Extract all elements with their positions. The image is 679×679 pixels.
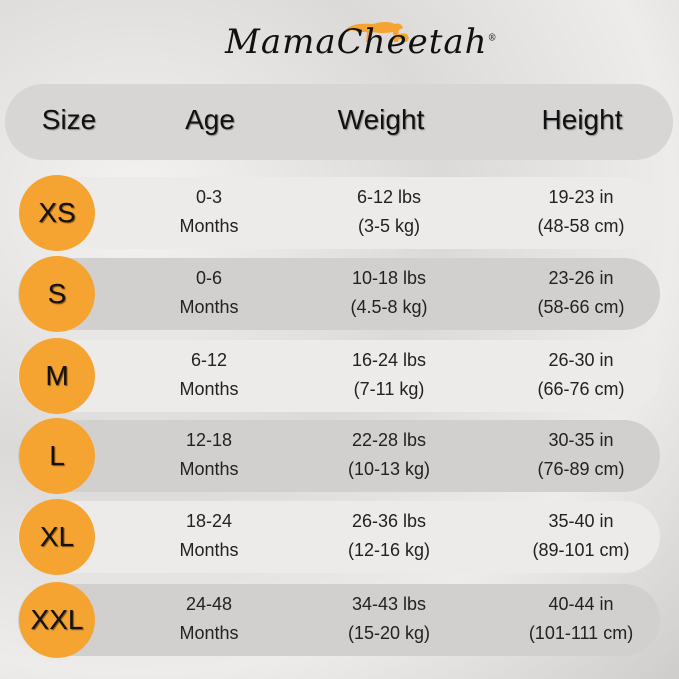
height-cell: 26-30 in (66-76 cm) xyxy=(496,346,666,404)
height-cm: (58-66 cm) xyxy=(537,297,625,317)
height-cell: 40-44 in (101-111 cm) xyxy=(496,590,666,648)
height-in: 40-44 in xyxy=(548,594,614,614)
size-badge: XL xyxy=(19,499,95,575)
age-cell: 0-6 Months xyxy=(124,264,294,322)
weight-kg: (12-16 kg) xyxy=(347,540,431,560)
size-badge: XXL xyxy=(19,582,95,658)
age-unit: Months xyxy=(179,297,239,317)
age-range: 18-24 xyxy=(185,511,233,531)
height-cm: (66-76 cm) xyxy=(537,379,625,399)
age-cell: 0-3 Months xyxy=(124,183,294,241)
height-cm: (89-101 cm) xyxy=(532,540,630,560)
weight-cell: 6-12 lbs (3-5 kg) xyxy=(304,183,474,241)
age-range: 6-12 xyxy=(190,350,228,370)
weight-cell: 22-28 lbs (10-13 kg) xyxy=(304,426,474,484)
weight-kg: (7-11 kg) xyxy=(353,379,425,399)
header-age: Age xyxy=(185,104,235,135)
size-badge: S xyxy=(19,256,95,332)
age-cell: 12-18 Months xyxy=(124,426,294,484)
height-cell: 35-40 in (89-101 cm) xyxy=(496,507,666,565)
table-row: 18-24 Months 26-36 lbs (12-16 kg) 35-40 in… xyxy=(18,501,660,573)
weight-lbs: 16-24 lbs xyxy=(351,350,427,370)
registered-mark: ® xyxy=(487,33,498,44)
table-header: Size Age Weight Height xyxy=(5,84,673,160)
height-cell: 30-35 in (76-89 cm) xyxy=(496,426,666,484)
weight-kg: (15-20 kg) xyxy=(347,623,431,643)
age-cell: 6-12 Months xyxy=(124,346,294,404)
weight-lbs: 34-43 lbs xyxy=(351,594,427,614)
age-cell: 24-48 Months xyxy=(124,590,294,648)
table-row: 6-12 Months 16-24 lbs (7-11 kg) 26-30 in (6… xyxy=(18,340,660,412)
weight-cell: 26-36 lbs (12-16 kg) xyxy=(304,507,474,565)
height-cell: 19-23 in (48-58 cm) xyxy=(496,183,666,241)
weight-kg: (10-13 kg) xyxy=(347,459,431,479)
weight-cell: 34-43 lbs (15-20 kg) xyxy=(304,590,474,648)
table-row: 0-6 Months 10-18 lbs (4.5-8 kg) 23-26 in (5… xyxy=(18,258,660,330)
age-range: 0-6 xyxy=(195,268,222,288)
header-weight: Weight xyxy=(337,104,425,135)
brand-name: MamaCheetah xyxy=(225,22,488,62)
table-row: 0-3 Months 6-12 lbs (3-5 kg) 19-23 in (48-5… xyxy=(18,177,660,249)
size-badge: XS xyxy=(19,175,95,251)
table-row: 12-18 Months 22-28 lbs (10-13 kg) 30-35 in… xyxy=(18,420,660,492)
height-in: 19-23 in xyxy=(548,187,614,207)
table-row: 24-48 Months 34-43 lbs (15-20 kg) 40-44 in… xyxy=(18,584,660,656)
age-unit: Months xyxy=(179,459,239,479)
weight-lbs: 26-36 lbs xyxy=(351,511,427,531)
age-unit: Months xyxy=(179,216,239,236)
header-size: Size xyxy=(41,104,97,135)
age-range: 24-48 xyxy=(185,594,233,614)
height-cm: (101-111 cm) xyxy=(528,623,634,643)
weight-lbs: 22-28 lbs xyxy=(351,430,427,450)
height-in: 23-26 in xyxy=(548,268,614,288)
age-range: 0-3 xyxy=(195,187,222,207)
height-in: 35-40 in xyxy=(548,511,614,531)
height-cell: 23-26 in (58-66 cm) xyxy=(496,264,666,322)
size-badge: M xyxy=(19,338,95,414)
age-unit: Months xyxy=(179,623,239,643)
height-cm: (76-89 cm) xyxy=(537,459,625,479)
age-range: 12-18 xyxy=(185,430,233,450)
header-height: Height xyxy=(541,104,623,135)
weight-kg: (3-5 kg) xyxy=(357,216,420,236)
size-badge: L xyxy=(19,418,95,494)
weight-cell: 16-24 lbs (7-11 kg) xyxy=(304,346,474,404)
height-in: 26-30 in xyxy=(548,350,614,370)
cheetah-icon xyxy=(345,22,409,42)
height-in: 30-35 in xyxy=(548,430,614,450)
weight-lbs: 10-18 lbs xyxy=(351,268,427,288)
height-cm: (48-58 cm) xyxy=(537,216,625,236)
age-unit: Months xyxy=(179,379,239,399)
age-cell: 18-24 Months xyxy=(124,507,294,565)
weight-kg: (4.5-8 kg) xyxy=(350,297,428,317)
age-unit: Months xyxy=(179,540,239,560)
weight-lbs: 6-12 lbs xyxy=(356,187,422,207)
brand-logo: MamaCheetah® xyxy=(225,14,497,70)
weight-cell: 10-18 lbs (4.5-8 kg) xyxy=(304,264,474,322)
